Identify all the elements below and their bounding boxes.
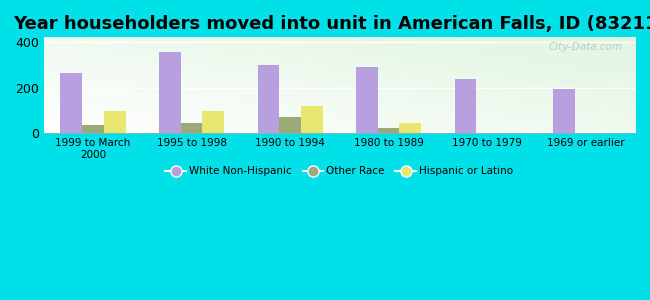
Bar [301,106,322,133]
Bar [181,123,202,133]
Bar [82,125,104,133]
Bar [257,65,280,133]
Bar [400,123,421,133]
Text: City-Data.com: City-Data.com [549,42,623,52]
Bar [159,52,181,133]
Bar [378,128,400,133]
Bar [104,112,125,133]
Legend: White Non-Hispanic, Other Race, Hispanic or Latino: White Non-Hispanic, Other Race, Hispanic… [161,162,517,181]
Bar [454,79,476,133]
Bar [60,73,82,133]
Bar [356,67,378,133]
Bar [202,112,224,133]
Title: Year householders moved into unit in American Falls, ID (83211): Year householders moved into unit in Ame… [13,15,650,33]
Bar [280,117,301,133]
Bar [553,89,575,133]
